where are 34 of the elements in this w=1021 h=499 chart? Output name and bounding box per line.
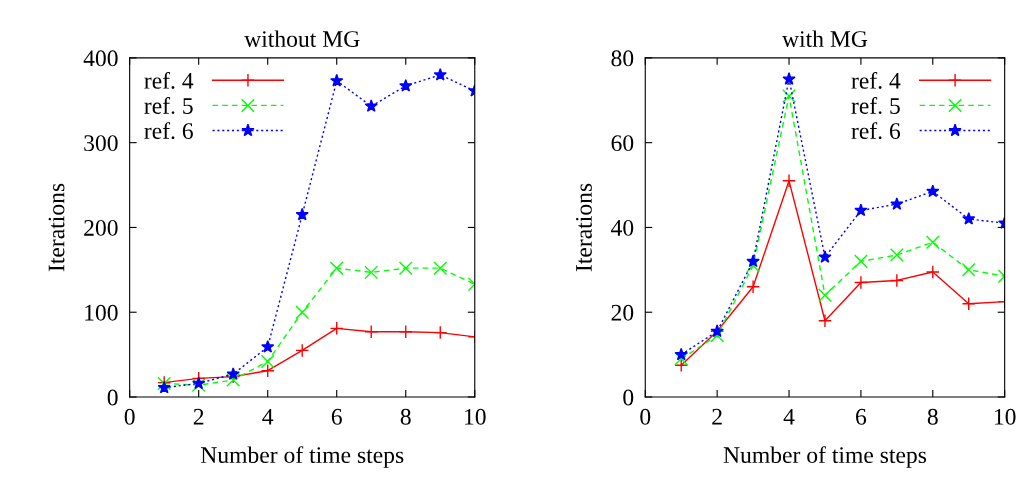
y-tick-label: 200 bbox=[84, 219, 118, 236]
chart-title: with MG bbox=[782, 30, 868, 48]
y-tick-label: 60 bbox=[611, 135, 634, 152]
x-tick-label: 2 bbox=[193, 408, 204, 425]
chart-title: without MG bbox=[244, 30, 360, 48]
legend-label: ref. 6 bbox=[144, 122, 193, 140]
legend-label: ref. 4 bbox=[144, 71, 194, 89]
x-tick-label: 6 bbox=[331, 408, 342, 425]
x-tick-label: 8 bbox=[927, 408, 938, 425]
legend-label: ref. 6 bbox=[851, 122, 901, 140]
legend-label: ref. 4 bbox=[851, 71, 901, 89]
legend-label: ref. 5 bbox=[144, 97, 193, 115]
x-tick-label: 10 bbox=[994, 408, 1016, 425]
x-tick-label: 2 bbox=[712, 408, 722, 425]
y-axis-title: Iterations bbox=[576, 183, 592, 272]
x-tick-label: 6 bbox=[856, 408, 867, 425]
y-tick-label: 80 bbox=[611, 50, 634, 67]
x-tick-label: 4 bbox=[262, 408, 274, 425]
x-axis-title: Number of time steps bbox=[723, 446, 927, 468]
x-tick-label: 0 bbox=[640, 408, 651, 425]
y-tick-label: 300 bbox=[84, 135, 118, 152]
x-tick-label: 4 bbox=[783, 408, 795, 425]
legend-label: ref. 5 bbox=[851, 97, 900, 115]
y-tick-label: 20 bbox=[611, 304, 634, 321]
y-tick-label: 100 bbox=[85, 304, 118, 321]
x-axis-title: Number of time steps bbox=[200, 446, 404, 468]
y-tick-label: 0 bbox=[107, 389, 118, 406]
x-tick-label: 0 bbox=[124, 408, 135, 425]
x-tick-label: 10 bbox=[465, 408, 486, 425]
y-tick-label: 400 bbox=[83, 50, 118, 67]
y-tick-label: 40 bbox=[611, 219, 634, 236]
y-tick-label: 0 bbox=[623, 389, 634, 406]
x-tick-label: 8 bbox=[400, 408, 411, 425]
y-axis-title: Iterations bbox=[48, 183, 65, 272]
